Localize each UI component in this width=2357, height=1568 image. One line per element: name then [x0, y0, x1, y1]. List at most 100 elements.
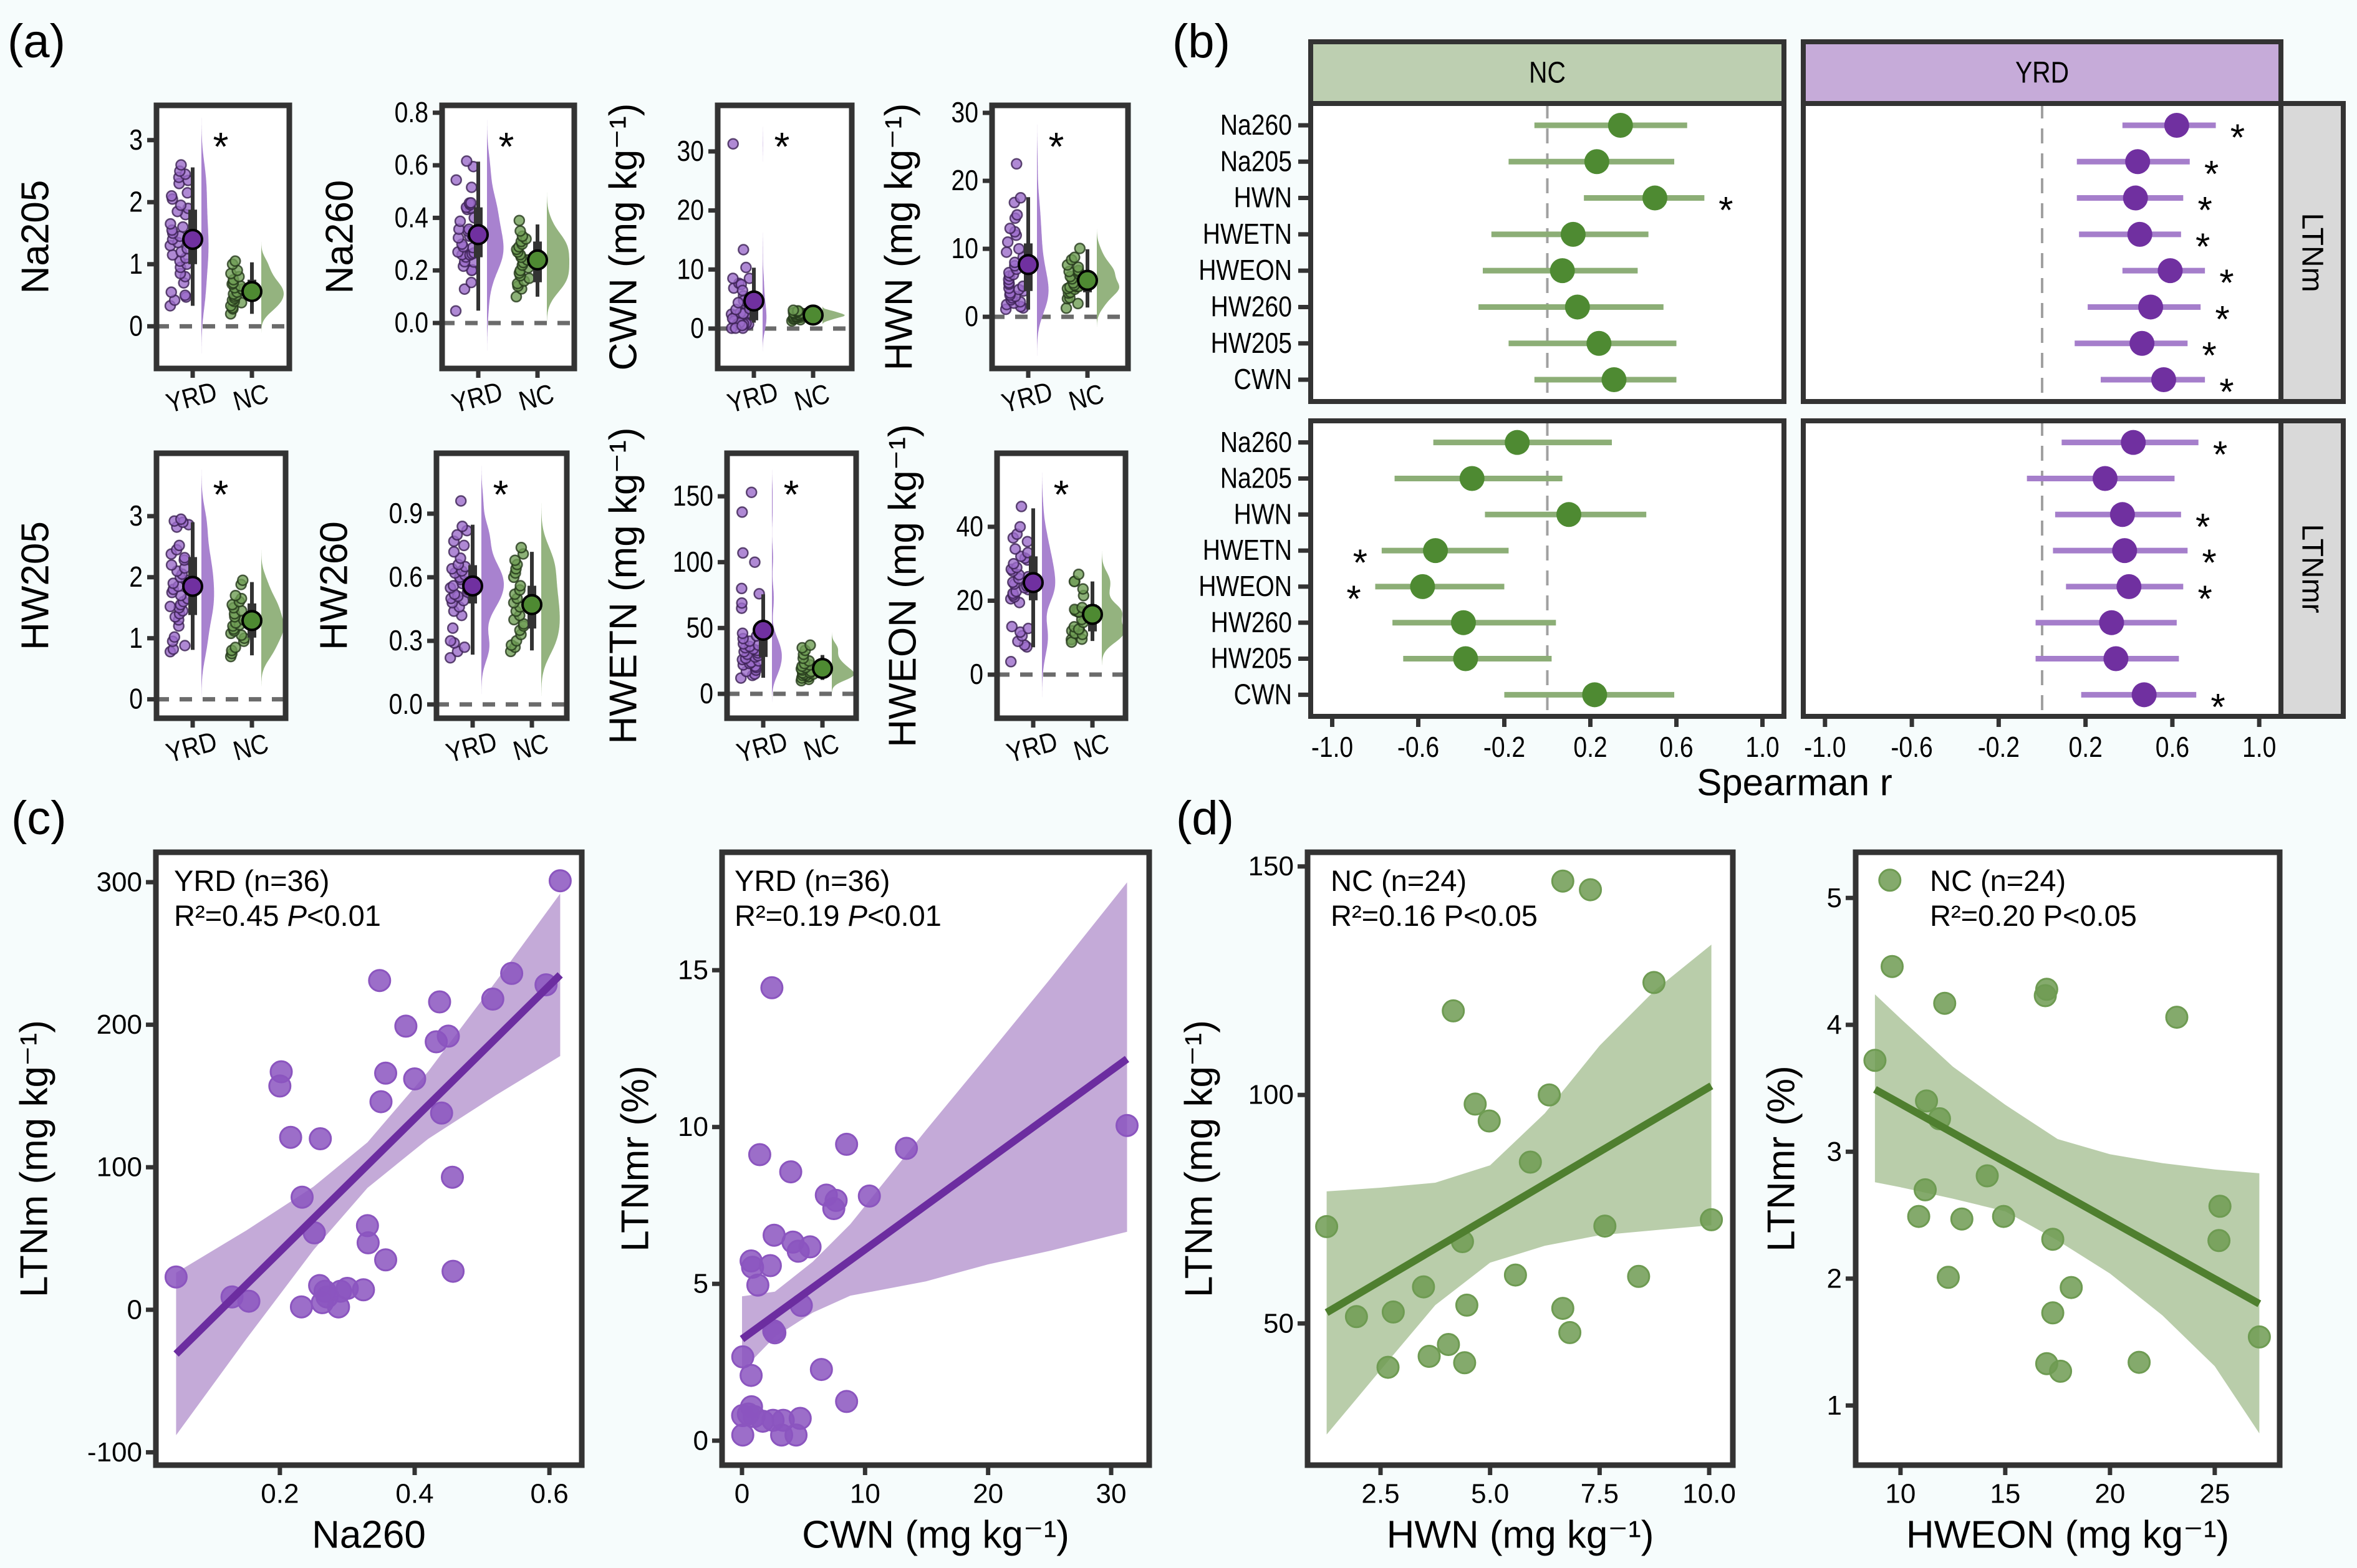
p-symbol: P: [2043, 899, 2063, 932]
data-point: [394, 1014, 418, 1038]
data-point: [514, 225, 526, 237]
data-point: [164, 600, 176, 613]
y-tick-label: HW205: [1211, 327, 1292, 360]
plot-frame: [1308, 418, 1786, 719]
y-tick-label: 0.0: [395, 307, 428, 339]
data-point: [510, 291, 523, 303]
data-point: [165, 286, 177, 298]
y-tick-label: 15: [678, 955, 708, 986]
data-point: [745, 486, 758, 498]
group-yrd: [164, 111, 209, 359]
data-point: [430, 1101, 453, 1125]
y-tick-label: 150: [673, 480, 713, 512]
x-tick-label: 0.6: [531, 1479, 569, 1509]
y-tick-label: Na205: [1220, 463, 1292, 495]
data-point: [736, 506, 748, 518]
group-sample-label: YRD (n=36): [735, 864, 890, 897]
plot-background: [1311, 103, 1784, 402]
data-point: [454, 215, 466, 228]
data-point: [165, 190, 178, 202]
y-tick-label: 2: [1827, 1263, 1842, 1294]
panel-label-a: (a): [7, 15, 65, 68]
mean-point: [1018, 254, 1039, 276]
spearman-r-point: [1459, 466, 1485, 491]
y-tick-label: 3: [129, 124, 143, 156]
data-point: [857, 1184, 881, 1208]
data-point: [514, 580, 526, 592]
data-point: [1008, 557, 1019, 570]
y-axis-title: LTNm (mg kg⁻¹): [1178, 1020, 1221, 1297]
fit-statistics: R²=0.19 P<0.01: [735, 899, 942, 932]
x-axis-title: Spearman r: [1697, 762, 1892, 804]
data-point: [165, 218, 176, 230]
data-point: [835, 1132, 859, 1156]
plot-frame: [1308, 101, 1786, 404]
x-tick-label: 30: [1096, 1479, 1127, 1509]
data-point: [1937, 1266, 1960, 1289]
significance-star: *: [784, 472, 799, 517]
spearman-r-point: [2116, 574, 2142, 599]
data-point: [175, 159, 187, 171]
significance-star: *: [2219, 371, 2234, 413]
data-point: [229, 255, 241, 267]
spearman-r-point: [1584, 149, 1609, 175]
plot-frame: [153, 102, 292, 372]
data-point: [1077, 583, 1089, 595]
spearman-r-point: [2131, 682, 2157, 708]
y-axis-title: HWETN (mg kg⁻¹): [602, 427, 645, 744]
data-point: [1593, 1214, 1617, 1238]
facet-strip-ltnmr: [2278, 418, 2346, 719]
p-symbol: P: [1444, 899, 1463, 932]
facet-strip-label: LTNm: [2296, 213, 2329, 292]
data-point: [738, 244, 750, 256]
y-tick-label: 2: [129, 186, 143, 218]
significance-star: *: [2202, 542, 2216, 584]
data-point: [2041, 1301, 2065, 1325]
y-tick-label: 100: [97, 1152, 142, 1183]
data-point: [178, 552, 191, 564]
mean-point: [1077, 269, 1098, 291]
y-tick-label: 50: [1263, 1308, 1294, 1339]
y-tick-label: HWN: [1234, 182, 1292, 214]
regression-line: [1324, 1082, 1714, 1316]
panel-label-c: (c): [11, 792, 67, 845]
y-tick-label: Na205: [1220, 145, 1292, 178]
plot-area: [1315, 869, 1723, 1435]
plot-frame: [1304, 849, 1736, 1468]
y-tick-label: HW260: [1211, 607, 1292, 639]
x-tick-label: 0.2: [1573, 731, 1607, 764]
r-squared-label: R²=0.19: [735, 899, 848, 932]
data-point: [1074, 243, 1086, 254]
data-point: [1992, 1205, 2015, 1228]
data-point: [758, 1254, 782, 1277]
data-point: [289, 1295, 313, 1319]
x-tick-label: 7.5: [1581, 1479, 1619, 1509]
data-point: [179, 640, 191, 652]
y-tick-label: 200: [97, 1009, 142, 1040]
data-point: [737, 547, 749, 559]
spearman-r-point: [2121, 430, 2146, 455]
data-point: [1863, 1049, 1887, 1072]
data-point: [732, 297, 745, 309]
data-point: [2247, 1325, 2271, 1349]
data-point: [436, 1024, 460, 1048]
spearman-r-point: [1642, 185, 1667, 211]
data-point: [1069, 251, 1081, 264]
data-point: [515, 542, 528, 554]
data-point: [2049, 1359, 2073, 1383]
y-tick-label: 40: [957, 511, 983, 543]
data-point: [740, 261, 752, 274]
spearman-r-point: [2103, 646, 2129, 671]
spearman-r-point: [2125, 149, 2151, 175]
mean-point: [468, 224, 489, 246]
significance-star: *: [2202, 335, 2216, 377]
y-tick-label: 0.4: [395, 202, 428, 234]
data-point: [1551, 1297, 1574, 1320]
data-point: [746, 1273, 769, 1297]
plot-frame: [153, 450, 289, 721]
data-point: [736, 597, 748, 609]
x-tick-label: -0.6: [1397, 731, 1439, 764]
